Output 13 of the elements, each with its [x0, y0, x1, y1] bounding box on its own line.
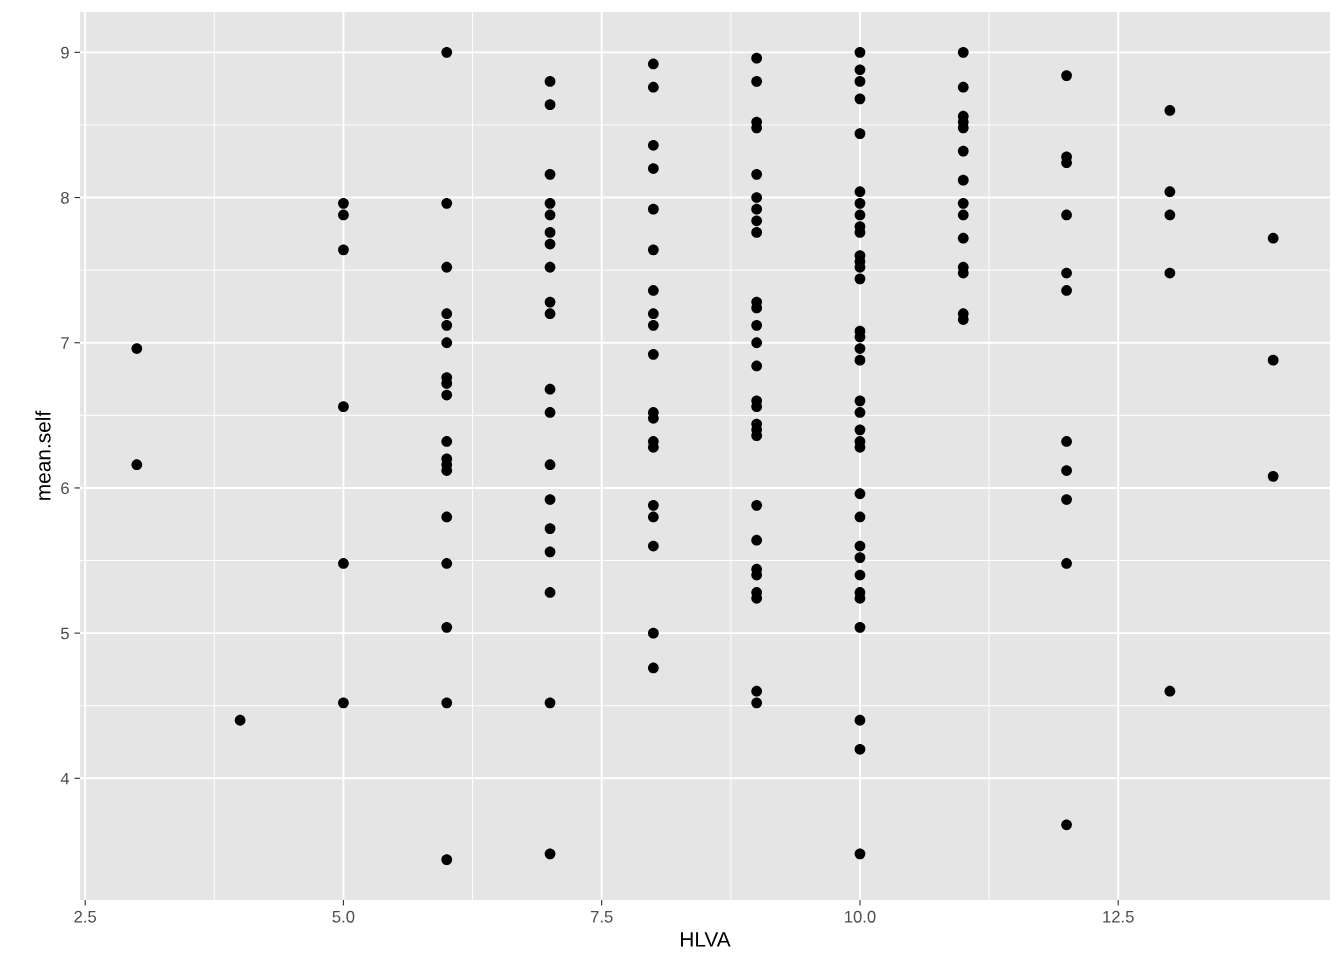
x-tick-label: 7.5 — [590, 911, 613, 923]
y-tick-label: 6 — [61, 482, 69, 495]
x-tick-label: 2.5 — [74, 910, 97, 923]
y-tick-label: 7 — [61, 337, 69, 349]
x-tick-label: 5.0 — [332, 910, 355, 923]
x-axis-title: HLVA — [681, 932, 731, 947]
y-tick-label: 4 — [60, 772, 70, 785]
x-tick-label: 10.0 — [845, 910, 876, 923]
y-axis-title: mean.self — [35, 410, 51, 500]
y-tick-label: 8 — [61, 191, 69, 204]
y-tick-label: 5 — [60, 627, 69, 640]
x-tick-label: 12.5 — [1103, 910, 1134, 923]
y-tick-label: 9 — [61, 46, 69, 59]
